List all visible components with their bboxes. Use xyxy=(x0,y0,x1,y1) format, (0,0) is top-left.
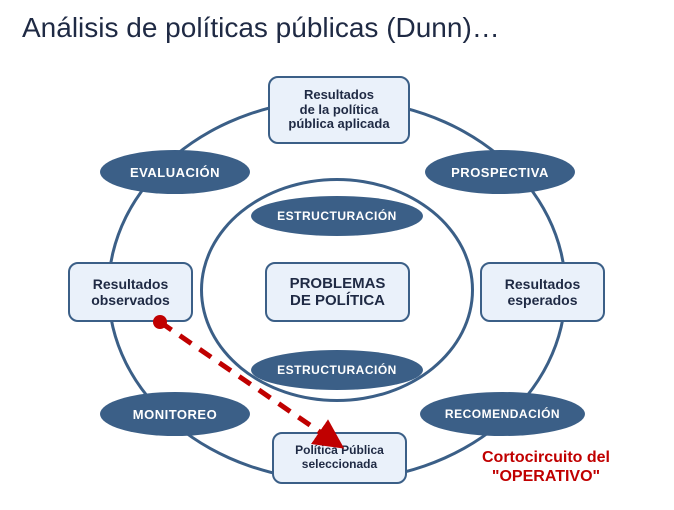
node-label: Resultadosde la políticapública aplicada xyxy=(288,88,389,133)
callout-line1: Cortocircuito del xyxy=(446,448,646,467)
node-left: Resultadosobservados xyxy=(68,262,193,322)
ellipse-label: RECOMENDACIÓN xyxy=(445,407,560,421)
ellipse-prospectiva: PROSPECTIVA xyxy=(425,150,575,194)
ellipse-estructuracion-bottom: ESTRUCTURACIÓN xyxy=(251,350,423,390)
node-bottom: Política Públicaseleccionada xyxy=(272,432,407,484)
page-title: Análisis de políticas públicas (Dunn)… xyxy=(22,12,500,44)
ellipse-label: PROSPECTIVA xyxy=(451,165,549,180)
callout-line2: "OPERATIVO" xyxy=(446,467,646,486)
node-label: Resultadosesperados xyxy=(505,276,580,308)
node-label: Resultadosobservados xyxy=(91,276,170,308)
diagram-canvas: Análisis de políticas públicas (Dunn)… P… xyxy=(0,0,674,510)
ellipse-label: ESTRUCTURACIÓN xyxy=(277,209,397,223)
ellipse-estructuracion-top: ESTRUCTURACIÓN xyxy=(251,196,423,236)
callout-cortocircuito: Cortocircuito del "OPERATIVO" xyxy=(446,448,646,486)
ellipse-recomendacion: RECOMENDACIÓN xyxy=(420,392,585,436)
node-top: Resultadosde la políticapública aplicada xyxy=(268,76,410,144)
ellipse-label: ESTRUCTURACIÓN xyxy=(277,363,397,377)
ellipse-evaluacion: EVALUACIÓN xyxy=(100,150,250,194)
node-label: Política Públicaseleccionada xyxy=(295,444,384,472)
node-right: Resultadosesperados xyxy=(480,262,605,322)
ellipse-monitoreo: MONITOREO xyxy=(100,392,250,436)
ellipse-label: EVALUACIÓN xyxy=(130,165,220,180)
node-label: PROBLEMASDE POLÍTICA xyxy=(290,275,386,310)
ellipse-label: MONITOREO xyxy=(133,407,217,422)
node-center: PROBLEMASDE POLÍTICA xyxy=(265,262,410,322)
